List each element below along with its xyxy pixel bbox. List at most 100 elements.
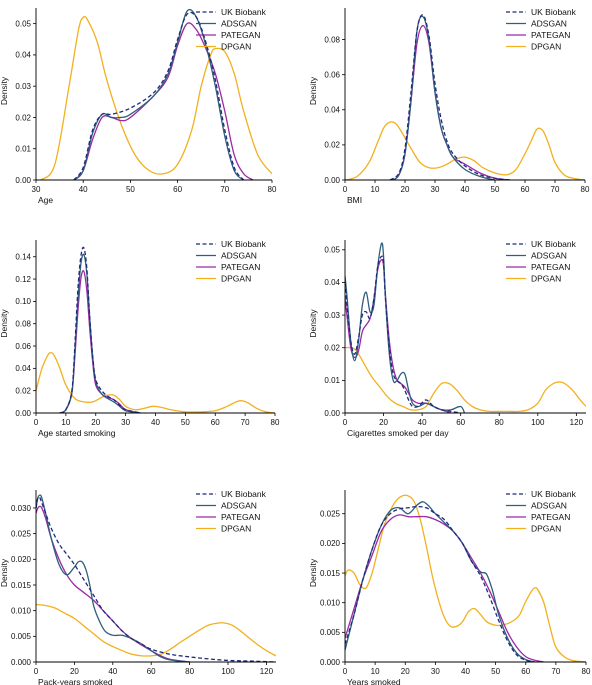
x-tick-label: 120 [260, 667, 274, 676]
series-line-adsgan [345, 501, 535, 662]
x-tick-label: 30 [431, 185, 440, 194]
x-tick-label: 80 [268, 185, 277, 194]
legend-label: UK Biobank [531, 489, 577, 499]
legend-label: PATEGAN [531, 512, 570, 522]
series-line-uk-biobank [73, 11, 245, 180]
legend-label: PATEGAN [221, 512, 260, 522]
x-tick-label: 80 [582, 667, 591, 676]
y-tick-label: 0.020 [320, 539, 341, 548]
y-tick-label: 0.02 [15, 386, 31, 395]
series-line-uk-biobank [36, 496, 276, 662]
legend-label: PATEGAN [531, 262, 570, 272]
x-axis-label: BMI [347, 195, 362, 205]
y-tick-label: 0.04 [324, 278, 340, 287]
x-tick-label: 60 [521, 185, 530, 194]
y-tick-label: 0.005 [320, 628, 341, 637]
x-tick-label: 40 [461, 667, 470, 676]
series-line-dpgan [40, 15, 272, 180]
x-tick-label: 50 [491, 667, 500, 676]
series-line-uk-biobank [345, 255, 461, 413]
y-tick-label: 0.01 [324, 376, 340, 385]
chart-panel-3: 0 10 20 30 40 50 60 70 80 0.00 0.02 0.04 0.06 0.08 0.1… [0, 239, 280, 438]
y-tick-label: 0.04 [15, 364, 31, 373]
series-line-dpgan [36, 352, 275, 413]
legend-label: ADSGAN [221, 501, 257, 511]
legend-label: ADSGAN [221, 251, 257, 261]
x-axis-label: Cigarettes smoked per day [347, 428, 449, 438]
legend-label: UK Biobank [221, 239, 267, 249]
series-line-dpgan [36, 603, 276, 657]
x-tick-label: 0 [343, 418, 348, 427]
y-tick-label: 0.06 [324, 70, 340, 79]
series-line-dpgan [345, 494, 586, 662]
x-axis-label: Age [38, 195, 53, 205]
legend-label: DPGAN [531, 524, 561, 534]
legend-label: PATEGAN [221, 262, 260, 272]
legend-label: UK Biobank [221, 7, 267, 17]
y-tick-label: 0.05 [15, 19, 31, 28]
x-axis-label: Years smoked [347, 677, 401, 685]
x-tick-label: 60 [521, 667, 530, 676]
y-tick-label: 0.08 [324, 35, 340, 44]
x-tick-label: 40 [108, 667, 117, 676]
x-tick-label: 20 [70, 667, 79, 676]
series-line-adsgan [73, 8, 245, 180]
legend-label: PATEGAN [531, 30, 570, 40]
y-axis-label: Density [308, 558, 318, 587]
y-axis-label: Density [0, 558, 9, 587]
y-tick-label: 0.00 [324, 176, 340, 185]
y-tick-label: 0.05 [324, 246, 340, 255]
y-tick-label: 0.02 [324, 344, 340, 353]
series-line-uk-biobank [389, 14, 511, 180]
x-tick-label: 0 [343, 185, 348, 194]
y-tick-label: 0.000 [11, 658, 32, 667]
x-tick-label: 40 [151, 418, 160, 427]
chart-panel-4: 0 20 40 60 80 100 120 0.00 0.01 0.02 0.03 0.04 0.05 C… [308, 239, 586, 438]
y-tick-label: 0.025 [320, 510, 341, 519]
chart-panel-1: 30 40 50 60 70 80 0.00 0.01 0.02 0.03 0.04 0.05 Age D… [0, 7, 277, 205]
y-axis-label: Density [0, 76, 9, 105]
x-tick-label: 0 [34, 418, 39, 427]
x-tick-label: 70 [551, 667, 560, 676]
chart-panel-6: 0 10 20 30 40 50 60 70 80 0.000 0.005 0.010 0.015 0.0… [308, 489, 591, 685]
y-tick-label: 0.005 [11, 632, 32, 641]
y-tick-label: 0.00 [15, 409, 31, 418]
y-tick-label: 0.03 [324, 311, 340, 320]
legend-label: ADSGAN [221, 19, 257, 29]
x-tick-label: 80 [271, 418, 280, 427]
x-tick-label: 20 [401, 185, 410, 194]
x-tick-label: 70 [551, 185, 560, 194]
x-tick-label: 50 [181, 418, 190, 427]
y-tick-label: 0.12 [15, 275, 31, 284]
chart-panel-2: 0 10 20 30 40 50 60 70 80 0.00 0.02 0.04 0.06 0.08 BMI… [308, 7, 590, 205]
y-tick-label: 0.02 [324, 141, 340, 150]
y-tick-label: 0.02 [15, 113, 31, 122]
legend-label: ADSGAN [531, 251, 567, 261]
x-tick-label: 10 [371, 185, 380, 194]
y-tick-label: 0.06 [15, 342, 31, 351]
y-tick-label: 0.04 [324, 106, 340, 115]
x-tick-label: 40 [418, 418, 427, 427]
legend-label: UK Biobank [531, 239, 577, 249]
y-tick-label: 0.14 [15, 253, 31, 262]
x-axis-label: Age started smoking [38, 428, 116, 438]
x-tick-label: 10 [371, 667, 380, 676]
y-tick-label: 0.10 [15, 297, 31, 306]
legend-label: PATEGAN [221, 30, 260, 40]
x-tick-label: 20 [379, 418, 388, 427]
series-line-pategan [345, 258, 452, 413]
x-tick-label: 60 [211, 418, 220, 427]
y-tick-label: 0.00 [15, 176, 31, 185]
x-tick-label: 40 [79, 185, 88, 194]
legend-label: ADSGAN [531, 501, 567, 511]
x-tick-label: 100 [221, 667, 235, 676]
x-tick-label: 120 [570, 418, 584, 427]
x-tick-label: 60 [173, 185, 182, 194]
x-axis-label: Pack-years smoked [38, 677, 113, 685]
x-tick-label: 0 [34, 667, 39, 676]
